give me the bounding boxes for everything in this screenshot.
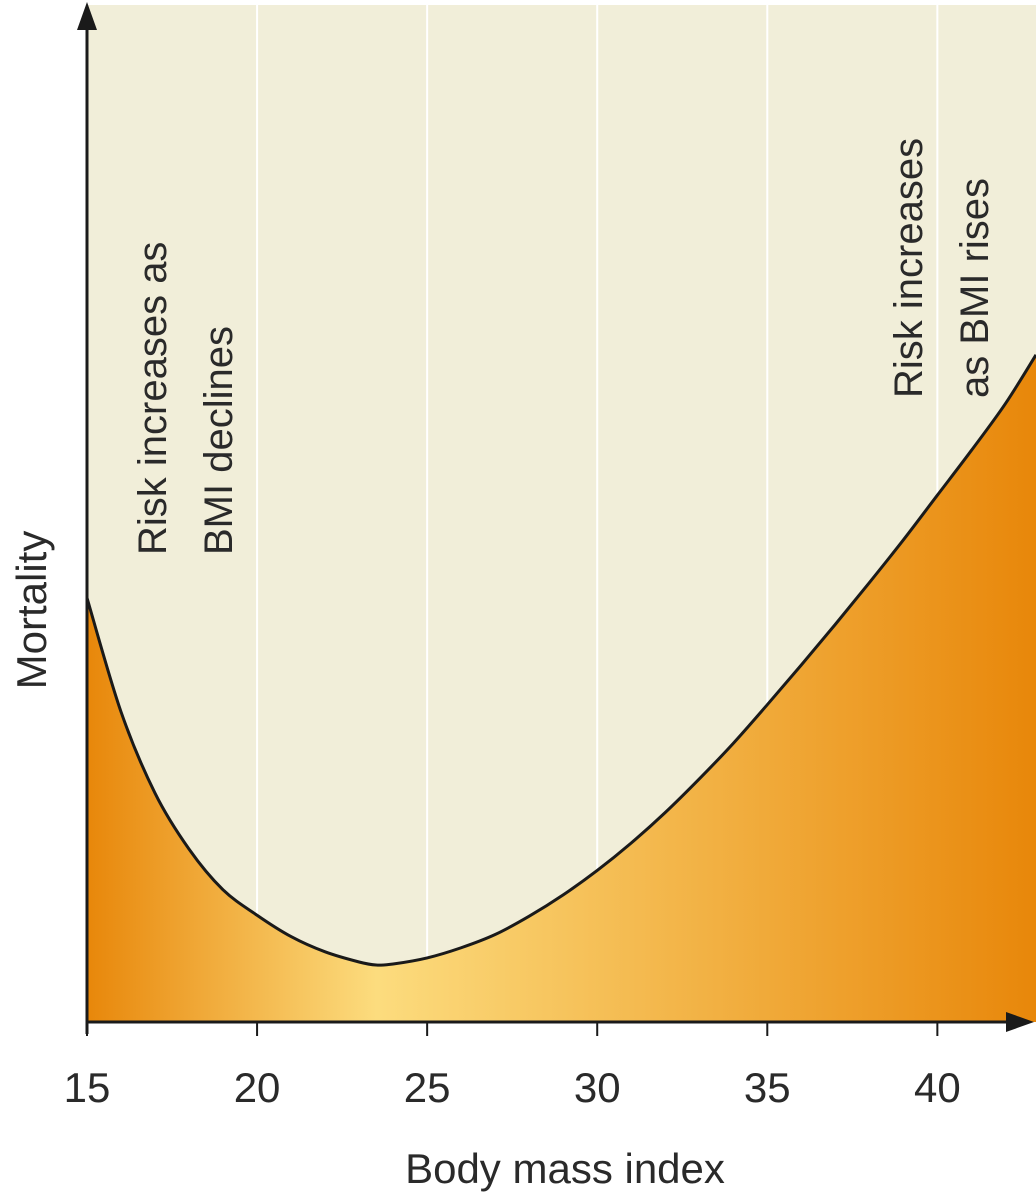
annotation-high-bmi-line2: as BMI rises xyxy=(953,178,997,398)
x-tick-label: 40 xyxy=(914,1064,961,1111)
x-axis: 15 20 25 30 35 40 xyxy=(64,1012,1034,1111)
annotation-high-bmi: Risk increases as BMI rises xyxy=(887,138,997,398)
x-axis-label: Body mass index xyxy=(405,1145,725,1192)
x-tick-label: 30 xyxy=(574,1064,621,1111)
x-tick-label: 35 xyxy=(744,1064,791,1111)
annotation-low-bmi-line2: BMI declines xyxy=(197,326,241,555)
x-tick-label: 15 xyxy=(64,1064,111,1111)
annotation-low-bmi: Risk increases as BMI declines xyxy=(131,242,241,555)
gridlines xyxy=(256,5,939,1022)
mortality-area xyxy=(87,354,1036,1022)
x-axis-arrow-icon xyxy=(1006,1012,1034,1032)
mortality-curve xyxy=(85,354,1036,967)
y-axis xyxy=(77,2,97,1034)
annotation-low-bmi-line1: Risk increases as xyxy=(131,242,175,555)
x-tick-label: 25 xyxy=(404,1064,451,1111)
annotation-high-bmi-line1: Risk increases xyxy=(887,138,931,398)
y-axis-arrow-icon xyxy=(77,2,97,30)
x-tick-label: 20 xyxy=(234,1064,281,1111)
y-axis-label: Mortality xyxy=(8,531,55,690)
